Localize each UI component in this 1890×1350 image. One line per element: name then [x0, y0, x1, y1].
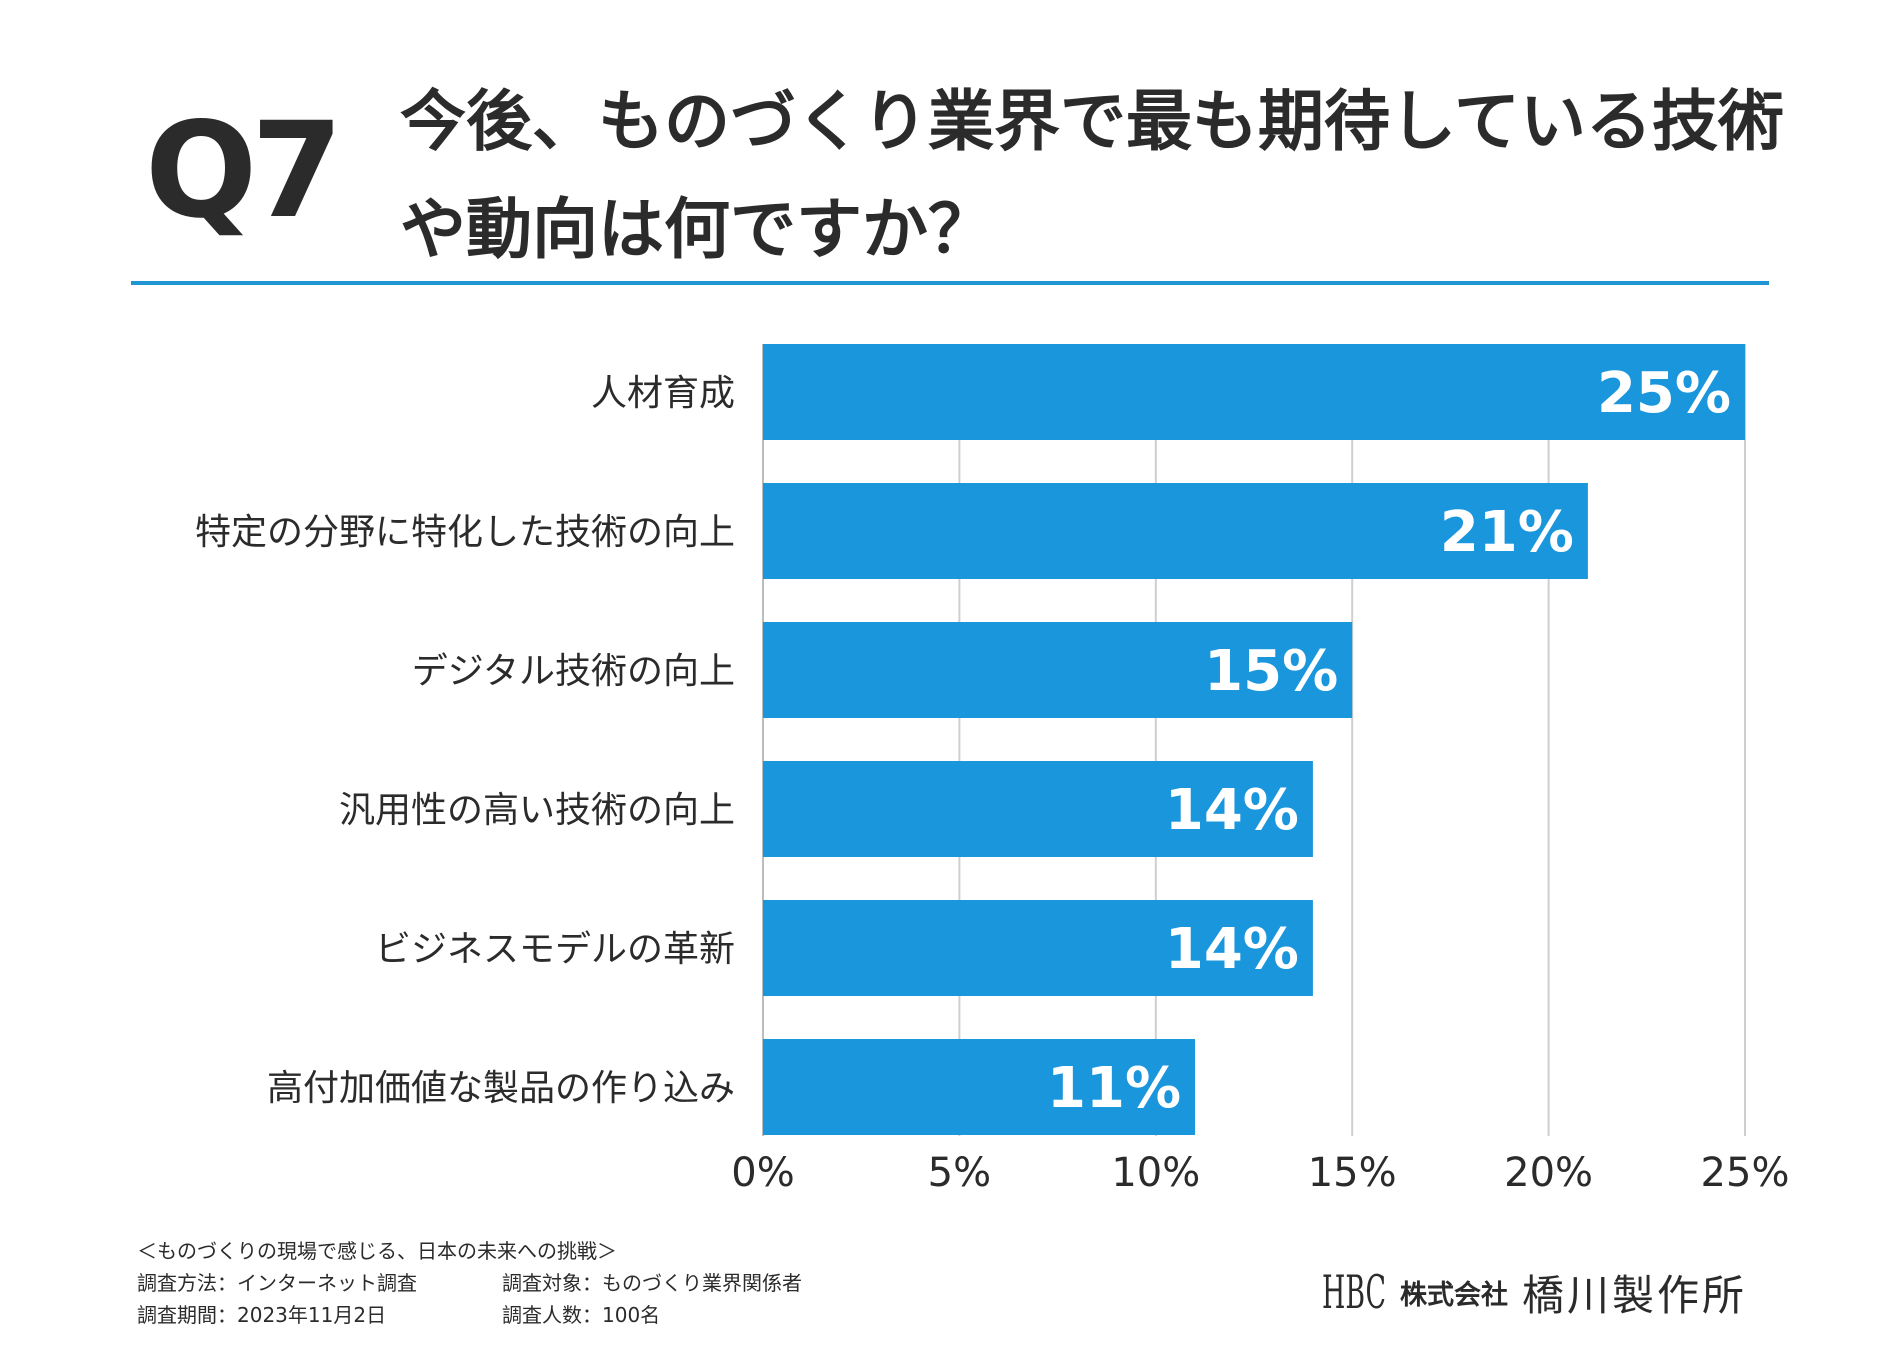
title-divider — [131, 281, 1769, 285]
bar-value-label: 14% — [1165, 917, 1299, 982]
category-label: 特定の分野に特化した技術の向上 — [195, 512, 735, 553]
x-tick-label: 25% — [1701, 1150, 1790, 1196]
bars: 25% 21% 15% 14% 14% 11% — [763, 344, 1745, 1135]
logo-company-prefix: 株式会社 — [1400, 1279, 1508, 1311]
category-label: デジタル技術の向上 — [412, 651, 735, 692]
x-tick-labels: 0% 5% 10% 15% 20% 25% — [731, 1150, 1789, 1196]
bar-value-label: 25% — [1597, 361, 1731, 426]
category-label: ビジネスモデルの革新 — [375, 929, 735, 970]
bar-value-label: 11% — [1047, 1056, 1181, 1121]
survey-name: ＜ものづくりの現場で感じる、日本の未来への挑戦＞ — [137, 1239, 617, 1263]
question-title: 今後、ものづくり業界で最も期待している技術や動向は何ですか？ — [400, 83, 1785, 268]
survey-footer: ＜ものづくりの現場で感じる、日本の未来への挑戦＞ 調査方法：インターネット調査調… — [137, 1235, 802, 1331]
category-label: 汎用性の高い技術の向上 — [339, 790, 735, 831]
bar — [763, 761, 1313, 857]
survey-period: 調査期間：2023年11月2日 — [137, 1303, 387, 1327]
company-logo: HBC 株式会社 橋川製作所 — [1318, 1260, 1747, 1324]
category-label: 人材育成 — [591, 373, 735, 414]
survey-respondents: 調査人数：100名 — [502, 1303, 661, 1327]
question-number: Q7 — [145, 94, 343, 248]
grid-lines — [762, 344, 1746, 1136]
bar-value-label: 14% — [1165, 778, 1299, 843]
bar-chart: 25% 21% 15% 14% 14% 11% 人材育成特定の分野に特化した技術の向上デジ… — [195, 344, 1789, 1196]
bar — [763, 483, 1588, 579]
x-tick-label: 0% — [731, 1150, 794, 1196]
bar-value-label: 15% — [1204, 639, 1338, 704]
logo-mark-text: HBC — [1322, 1265, 1386, 1319]
bar-value-label: 21% — [1440, 500, 1574, 565]
x-tick-label: 20% — [1504, 1150, 1593, 1196]
survey-method: 調査方法：インターネット調査 — [137, 1271, 417, 1295]
bar — [763, 622, 1353, 718]
category-label: 高付加価値な製品の作り込み — [267, 1068, 735, 1109]
logo-mark: HBC — [1322, 1265, 1386, 1319]
bar — [763, 344, 1745, 440]
bar — [763, 900, 1313, 996]
x-tick-label: 10% — [1111, 1150, 1200, 1196]
x-tick-label: 5% — [928, 1150, 991, 1196]
survey-target: 調査対象：ものづくり業界関係者 — [502, 1271, 802, 1295]
bar — [763, 1039, 1196, 1135]
category-labels: 人材育成特定の分野に特化した技術の向上デジタル技術の向上汎用性の高い技術の向上ビ… — [195, 373, 735, 1109]
logo-company-name: 橋川製作所 — [1522, 1270, 1748, 1320]
x-tick-label: 15% — [1308, 1150, 1397, 1196]
